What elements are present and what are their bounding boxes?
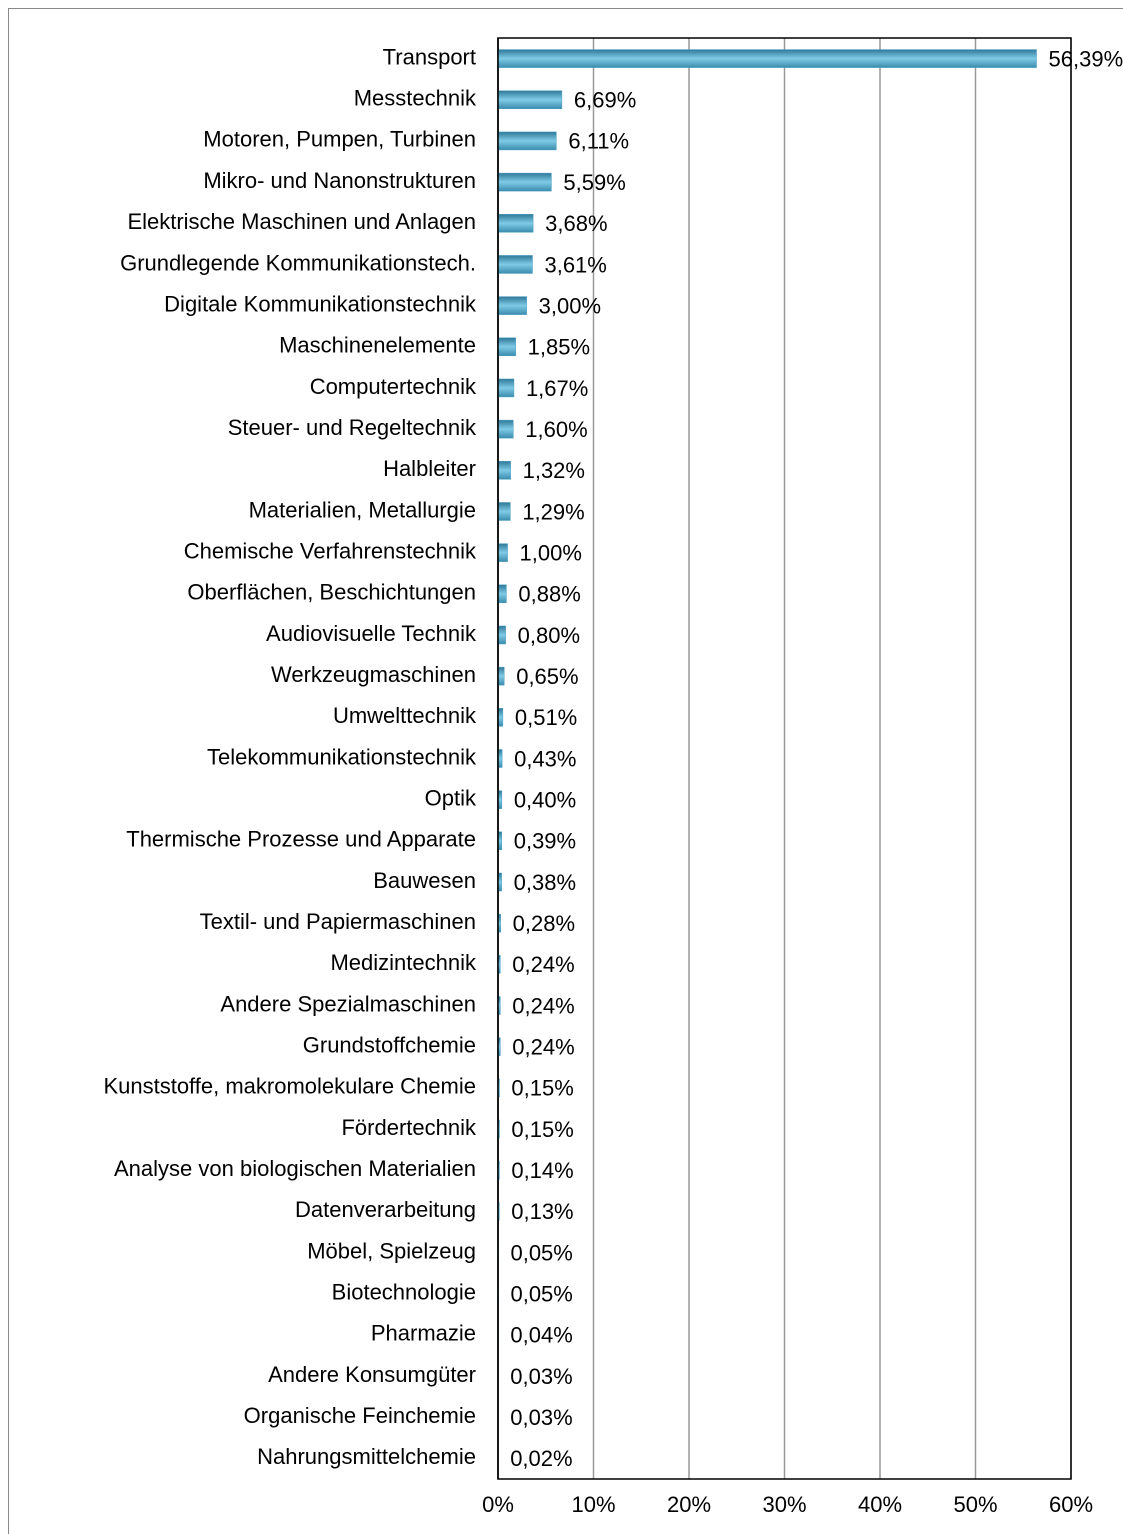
y-tick-label: Oberflächen, Beschichtungen	[187, 580, 476, 605]
y-tick-label: Optik	[425, 785, 477, 810]
value-label: 0,13%	[511, 1199, 573, 1224]
value-label: 0,05%	[510, 1240, 572, 1265]
y-tick-label: Organische Feinchemie	[244, 1403, 476, 1428]
value-label: 6,11%	[568, 129, 629, 154]
y-tick-label: Chemische Verfahrenstechnik	[184, 538, 477, 563]
y-tick-label: Mikro- und Nanonstrukturen	[203, 168, 476, 193]
bar	[497, 172, 552, 192]
value-label: 1,29%	[522, 499, 584, 524]
y-tick-label: Halbleiter	[383, 456, 476, 481]
value-label: 1,32%	[523, 458, 585, 483]
value-label: 0,24%	[512, 993, 574, 1018]
value-label: 0,38%	[514, 870, 576, 895]
y-tick-label: Thermische Prozesse und Apparate	[126, 827, 476, 852]
y-tick-label: Textil- und Papiermaschinen	[200, 909, 476, 934]
value-label: 1,60%	[525, 417, 587, 442]
bar	[497, 584, 507, 604]
x-tick-label: 20%	[667, 1492, 711, 1517]
y-tick-label: Steuer- und Regeltechnik	[228, 415, 477, 440]
x-tick-label: 50%	[953, 1492, 997, 1517]
x-tick-label: 0%	[482, 1492, 514, 1517]
y-tick-label: Maschinenelemente	[279, 333, 476, 358]
y-tick-label: Fördertechnik	[341, 1115, 477, 1140]
y-tick-label: Messtechnik	[354, 86, 477, 111]
value-label: 0,15%	[511, 1117, 573, 1142]
bar	[497, 337, 516, 357]
value-label: 0,03%	[510, 1405, 572, 1430]
bar	[497, 49, 1037, 68]
bar	[497, 625, 506, 645]
bar	[497, 461, 511, 480]
bar	[497, 296, 527, 315]
frame	[8, 8, 1123, 1534]
y-tick-label: Werkzeugmaschinen	[271, 662, 476, 687]
value-label: 0,24%	[512, 952, 574, 977]
value-label: 1,67%	[526, 376, 588, 401]
y-tick-label: Möbel, Spielzeug	[307, 1238, 476, 1263]
value-label: 0,43%	[514, 746, 576, 771]
y-tick-label: Grundstoffchemie	[303, 1033, 476, 1058]
y-tick-label: Motoren, Pumpen, Turbinen	[203, 127, 476, 152]
value-label: 3,61%	[544, 252, 606, 277]
y-tick-label: Bauwesen	[373, 868, 476, 893]
bar	[497, 90, 563, 110]
x-tick-label: 40%	[858, 1492, 902, 1517]
x-tick-label: 10%	[571, 1492, 615, 1517]
y-tick-label: Andere Spezialmaschinen	[220, 991, 476, 1016]
x-tick-label: 60%	[1049, 1492, 1093, 1517]
value-label: 56,39%	[1049, 46, 1123, 71]
bar	[497, 502, 511, 521]
value-label: 0,51%	[515, 705, 577, 730]
y-tick-label: Elektrische Maschinen und Anlagen	[127, 209, 476, 234]
y-tick-label: Digitale Kommunikationstechnik	[164, 291, 477, 316]
y-tick-label: Audiovisuelle Technik	[266, 621, 477, 646]
bar	[497, 214, 534, 233]
value-label: 1,85%	[528, 335, 590, 360]
value-label: 0,40%	[514, 787, 576, 812]
bar	[497, 131, 557, 151]
value-label: 0,03%	[510, 1364, 572, 1389]
y-tick-label: Grundlegende Kommunikationstech.	[120, 250, 476, 275]
bar	[497, 666, 505, 686]
value-label: 0,24%	[512, 1035, 574, 1060]
y-tick-label: Biotechnologie	[332, 1280, 476, 1305]
y-tick-label: Medizintechnik	[330, 950, 477, 975]
value-label: 0,02%	[510, 1446, 572, 1471]
value-label: 0,39%	[514, 829, 576, 854]
value-label: 0,88%	[518, 582, 580, 607]
value-label: 5,59%	[563, 170, 625, 195]
value-label: 0,65%	[516, 664, 578, 689]
value-label: 0,15%	[511, 1076, 573, 1101]
y-tick-label: Andere Konsumgüter	[268, 1362, 476, 1387]
value-label: 0,14%	[511, 1158, 573, 1183]
value-label: 6,69%	[574, 88, 636, 113]
value-label: 0,04%	[510, 1323, 572, 1348]
y-tick-label: Transport	[383, 44, 476, 69]
bar	[497, 255, 533, 274]
value-label: 1,00%	[520, 540, 582, 565]
value-label: 0,80%	[518, 623, 580, 648]
value-label: 3,00%	[539, 293, 601, 318]
y-tick-label: Materialien, Metallurgie	[249, 497, 476, 522]
y-tick-label: Pharmazie	[371, 1321, 476, 1346]
value-label: 3,68%	[545, 211, 607, 236]
y-tick-label: Kunststoffe, makromolekulare Chemie	[103, 1074, 476, 1099]
value-label: 0,28%	[513, 911, 575, 936]
bar	[497, 419, 514, 439]
x-tick-label: 30%	[762, 1492, 806, 1517]
bar	[497, 378, 515, 398]
y-tick-label: Nahrungsmittelchemie	[257, 1444, 476, 1469]
y-tick-label: Computertechnik	[310, 374, 477, 399]
y-tick-label: Analyse von biologischen Materialien	[114, 1156, 476, 1181]
y-tick-label: Telekommunikationstechnik	[207, 744, 477, 769]
y-tick-label: Umwelttechnik	[333, 703, 477, 728]
value-label: 0,05%	[510, 1282, 572, 1307]
y-tick-label: Datenverarbeitung	[295, 1197, 476, 1222]
bar	[497, 543, 508, 562]
